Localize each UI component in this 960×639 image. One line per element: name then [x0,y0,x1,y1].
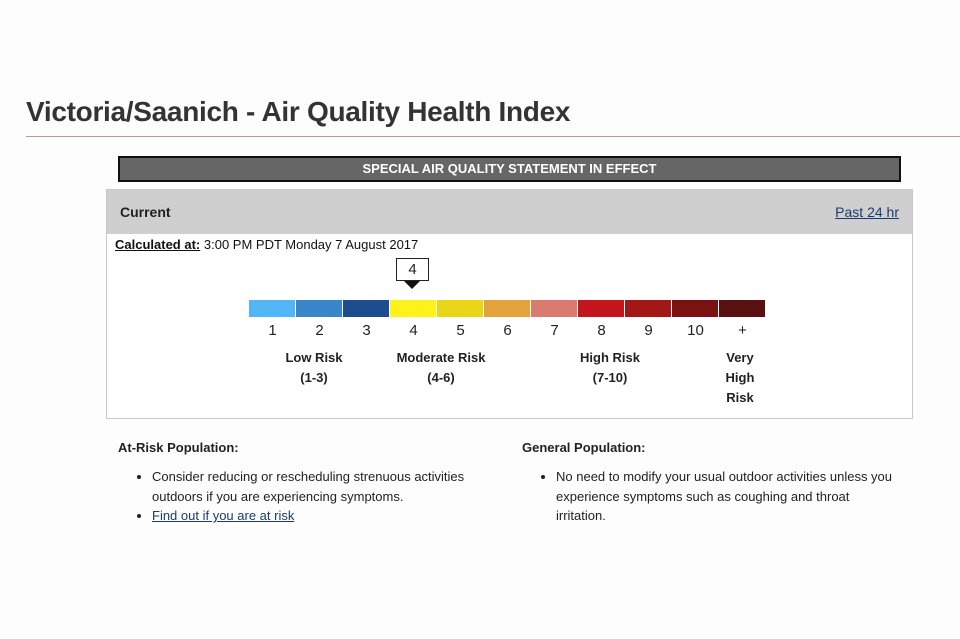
category-name: High [725,370,755,385]
at-risk-heading: At-Risk Population: [118,440,239,455]
tick-label: 7 [550,322,559,339]
list-item: Find out if you are at risk [152,506,488,526]
category-range: (7-10) [592,370,628,385]
aqhi-current-panel: Current Past 24 hr Calculated at: 3:00 P… [106,189,913,419]
tick-label: 2 [315,322,324,339]
scale-segment-4 [390,300,436,317]
find-out-at-risk-link[interactable]: Find out if you are at risk [152,508,295,523]
scale-segment-6 [484,300,530,317]
marker-pointer-icon [404,281,420,289]
title-divider [26,136,960,137]
tick-label: 6 [503,322,512,339]
tick-label: 5 [456,322,465,339]
category-moderate-risk: Moderate Risk (4-6) [386,348,496,388]
category-name: Moderate Risk [396,350,486,365]
scale-segment-8 [578,300,624,317]
tick-label: 10 [687,322,704,339]
general-population-heading: General Population: [522,440,646,455]
list-item: No need to modify your usual outdoor act… [556,467,902,526]
category-name: Very [726,350,754,365]
scale-segment-9 [625,300,671,317]
past-24hr-link[interactable]: Past 24 hr [835,204,899,220]
tick-label: + [738,322,747,339]
page-title: Victoria/Saanich - Air Quality Health In… [26,96,571,127]
category-name: Low Risk [285,350,343,365]
calculated-at-value: 3:00 PM PDT Monday 7 August 2017 [203,237,419,252]
scale-tick-labels: 1 2 3 4 5 6 7 8 9 10 + [249,322,766,339]
calculated-at: Calculated at: 3:00 PM PDT Monday 7 Augu… [115,237,418,252]
scale-segment-10 [672,300,718,317]
scale-segment-2 [296,300,342,317]
list-item: Consider reducing or rescheduling strenu… [152,467,488,506]
category-very-high-risk: Very High Risk [710,348,770,408]
tick-label: 1 [268,322,277,339]
panel-header: Current Past 24 hr [107,190,912,234]
category-range: (1-3) [300,370,328,385]
scale-segment-1 [249,300,295,317]
tick-label: 8 [597,322,606,339]
category-name: High Risk [580,350,640,365]
calculated-at-label[interactable]: Calculated at: [115,237,201,252]
category-low-risk: Low Risk (1-3) [269,348,359,388]
aqhi-color-scale [249,300,765,317]
current-index-marker: 4 [396,258,429,281]
at-risk-list: Consider reducing or rescheduling strenu… [118,467,488,526]
current-label: Current [120,204,171,220]
category-high-risk: High Risk (7-10) [565,348,655,388]
scale-segment-7 [531,300,577,317]
special-statement-banner: SPECIAL AIR QUALITY STATEMENT IN EFFECT [118,156,901,182]
tick-label: 9 [644,322,653,339]
scale-segment-plus [719,300,765,317]
scale-segment-3 [343,300,389,317]
category-name: Risk [726,390,754,405]
category-range: (4-6) [427,370,455,385]
tick-label: 4 [409,322,418,339]
tick-label: 3 [362,322,371,339]
scale-segment-5 [437,300,483,317]
general-population-list: No need to modify your usual outdoor act… [522,467,902,526]
